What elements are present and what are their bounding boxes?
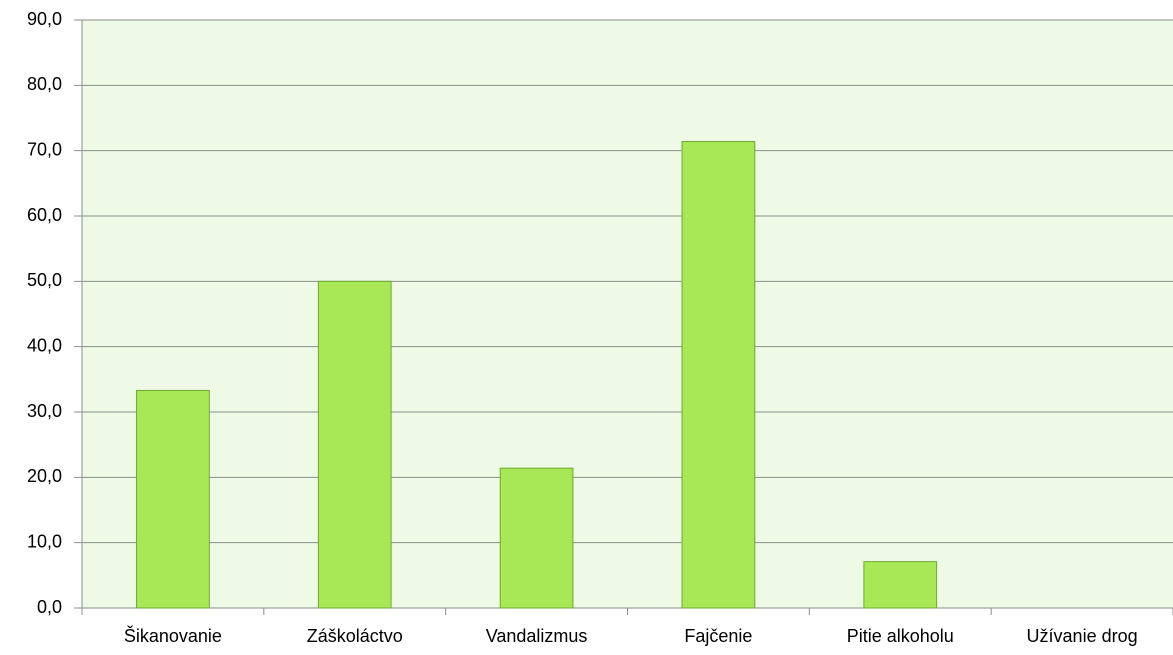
bar — [136, 389, 210, 609]
x-tick-label: Záškoláctvo — [307, 626, 403, 646]
x-tick-label: Užívanie drog — [1027, 626, 1138, 646]
y-tick-label: 80,0 — [27, 74, 62, 94]
bar — [499, 467, 574, 609]
x-tick-label: Vandalizmus — [486, 626, 588, 646]
y-tick-label: 60,0 — [27, 205, 62, 225]
bar — [317, 280, 392, 609]
y-tick-label: 10,0 — [27, 531, 62, 551]
plot-area — [82, 20, 1173, 608]
y-tick-label: 20,0 — [27, 466, 62, 486]
y-tick-label: 40,0 — [27, 335, 62, 355]
y-tick-label: 0,0 — [37, 597, 62, 617]
y-tick-label: 70,0 — [27, 139, 62, 159]
x-tick-label: Šikanovanie — [124, 625, 222, 646]
y-tick-label: 50,0 — [27, 270, 62, 290]
bar — [681, 141, 756, 609]
y-tick-label: 30,0 — [27, 401, 62, 421]
y-tick-label: 90,0 — [27, 9, 62, 29]
bar — [863, 561, 938, 609]
x-tick-label: Pitie alkoholu — [847, 626, 954, 646]
x-tick-label: Fajčenie — [684, 626, 752, 646]
